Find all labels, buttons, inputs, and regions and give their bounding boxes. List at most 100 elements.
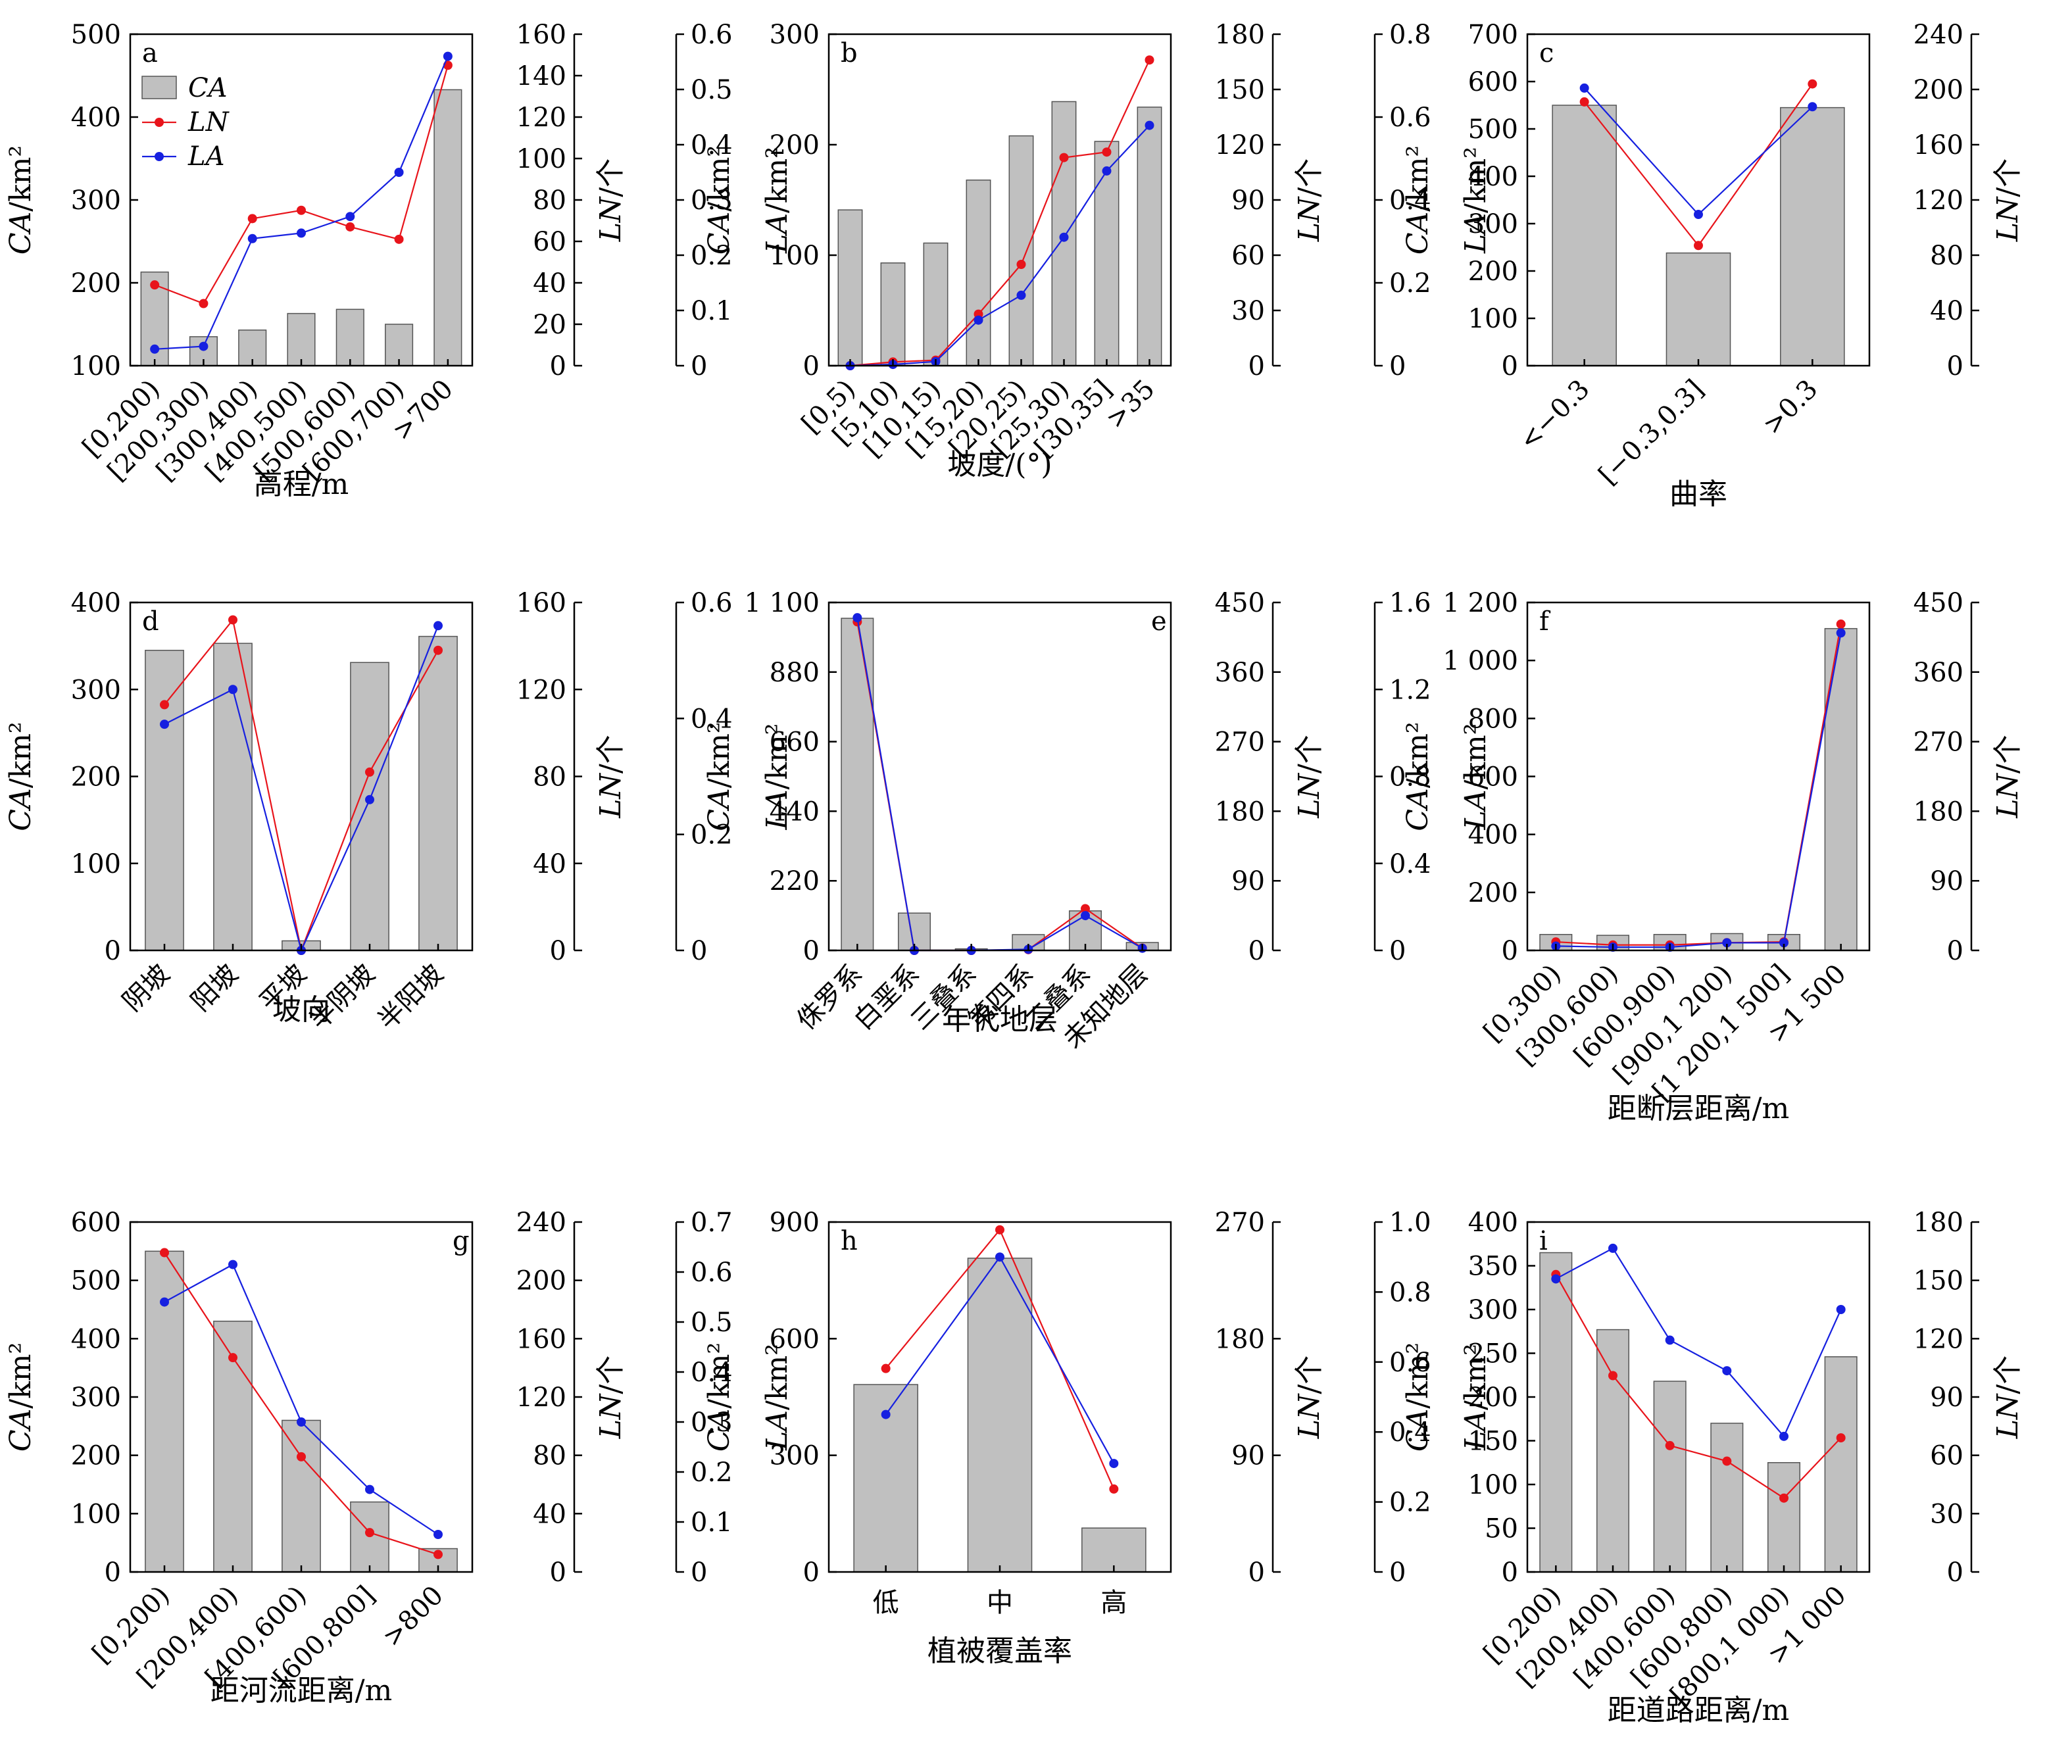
tick-label-ln: 450 [1913, 588, 1963, 618]
legend-label-ln: LN [187, 107, 230, 137]
tick-label-ln: 60 [533, 227, 566, 257]
tick-label-la: 1.0 [1389, 1208, 1431, 1238]
point-ln [199, 299, 209, 308]
point-la [1608, 1243, 1617, 1253]
tick-label-ca: 50 [1485, 1514, 1518, 1544]
tick-label-ca: 0 [803, 351, 820, 381]
axis-title-ca: CA/km² [4, 1342, 37, 1452]
tick-label-ln: 450 [1215, 588, 1265, 618]
point-la [1836, 628, 1846, 638]
tick-label-ln: 0 [1248, 1557, 1265, 1588]
line-ln [850, 59, 1150, 367]
point-la [1016, 290, 1026, 300]
tick-label-ca: 660 [770, 727, 820, 758]
tick-label-la: 0.2 [691, 820, 733, 850]
x-tick-label: 半阳坡 [372, 959, 449, 1036]
legend: CA LN LA [141, 73, 230, 172]
bar-ca [923, 242, 949, 366]
tick-label-la: 0.6 [691, 1258, 733, 1288]
tick-label-ln: 270 [1215, 727, 1265, 758]
point-la [365, 795, 374, 804]
tick-label-ln: 0 [1947, 1557, 1963, 1588]
panel-letter: f [1539, 606, 1551, 637]
point-ln [228, 1353, 237, 1363]
tick-label-ca: 220 [770, 866, 820, 896]
tick-label-ca: 200 [1468, 878, 1518, 908]
point-la [1808, 102, 1817, 112]
x-axis-title: 坡度/(°) [947, 448, 1052, 481]
point-la [247, 233, 257, 243]
tick-label-ln: 160 [516, 1324, 566, 1354]
point-la [1779, 1431, 1788, 1441]
tick-label-la: 0.3 [691, 1408, 733, 1438]
tick-label-ln: 0 [550, 936, 566, 966]
point-la [1779, 938, 1788, 948]
tick-label-la: 0 [691, 351, 707, 381]
axis-title-la: LA/km² [1459, 723, 1492, 831]
bar-ca [1539, 1252, 1573, 1573]
tick-label-ln: 160 [516, 588, 566, 618]
tick-label-ln: 180 [1215, 1324, 1265, 1354]
point-la [1102, 166, 1112, 176]
tick-label-ca: 300 [71, 675, 121, 705]
tick-label-ca: 150 [1468, 1427, 1518, 1457]
tick-label-ln: 90 [1231, 185, 1265, 216]
tick-label-la: 0 [1389, 351, 1406, 381]
point-la [433, 621, 443, 631]
point-la [228, 685, 237, 695]
panel-letter: a [142, 38, 158, 68]
panel-c: 0100200300400500600700040801201602002400… [1401, 20, 2025, 511]
bar-ca [967, 1258, 1033, 1573]
bar-ca [1824, 1356, 1858, 1573]
tick-label-la: 0 [1389, 1557, 1406, 1588]
point-ln [365, 1528, 374, 1538]
axis-title-ca: CA/km² [4, 722, 37, 831]
tick-label-ln: 120 [1913, 185, 1963, 216]
bar-ca [1094, 141, 1120, 366]
bar-ca [418, 635, 458, 951]
tick-label-ln: 80 [533, 1441, 566, 1471]
tick-label-ln: 0 [550, 351, 566, 381]
point-la [852, 613, 862, 623]
tick-label-la: 0 [691, 1557, 707, 1588]
plot-frame [1526, 1221, 1871, 1573]
tick-label-ca: 1 100 [744, 588, 820, 618]
tick-label-la: 0.4 [691, 704, 733, 734]
axis-title-la: LA/km² [1459, 1344, 1492, 1451]
point-ln [160, 700, 169, 710]
point-la [881, 1409, 891, 1419]
point-la [160, 1297, 169, 1307]
tick-label-ca: 300 [770, 1441, 820, 1471]
x-tick-label: >35 [1100, 374, 1160, 435]
tick-label-ln: 40 [533, 849, 566, 879]
tick-label-ca: 100 [770, 241, 820, 271]
x-tick-label: 阴坡 [117, 959, 176, 1017]
point-ln [1059, 153, 1069, 162]
x-tick-label: 白垩系 [849, 959, 925, 1036]
tick-label-ca: 500 [71, 20, 121, 50]
point-ln [365, 767, 374, 777]
tick-label-ln: 270 [1215, 1208, 1265, 1238]
tick-label-ln: 120 [516, 675, 566, 705]
axis-title-ln: LN/个 [1293, 159, 1326, 243]
bar-ca [837, 209, 863, 366]
tick-label-ln: 120 [516, 1383, 566, 1413]
bar-ca [880, 262, 906, 366]
tick-label-ln: 60 [1930, 1441, 1963, 1471]
bar-ca [1552, 105, 1617, 366]
axis-title-la: LA/km² [760, 1344, 794, 1451]
point-ln [995, 1225, 1004, 1235]
x-tick-label: 阳坡 [185, 959, 244, 1017]
tick-label-ln: 200 [516, 1266, 566, 1296]
axis-title-ca: CA/km² [1401, 145, 1435, 255]
tick-label-ca: 500 [71, 1266, 121, 1296]
line-la [164, 625, 439, 953]
point-la [974, 315, 983, 325]
panel-letter: h [841, 1226, 858, 1256]
legend-swatch-ca [141, 76, 177, 99]
x-axis-title: 距河流距离/m [210, 1674, 393, 1707]
tick-label-ca: 900 [770, 1208, 820, 1238]
line-ln [1555, 1274, 1842, 1500]
